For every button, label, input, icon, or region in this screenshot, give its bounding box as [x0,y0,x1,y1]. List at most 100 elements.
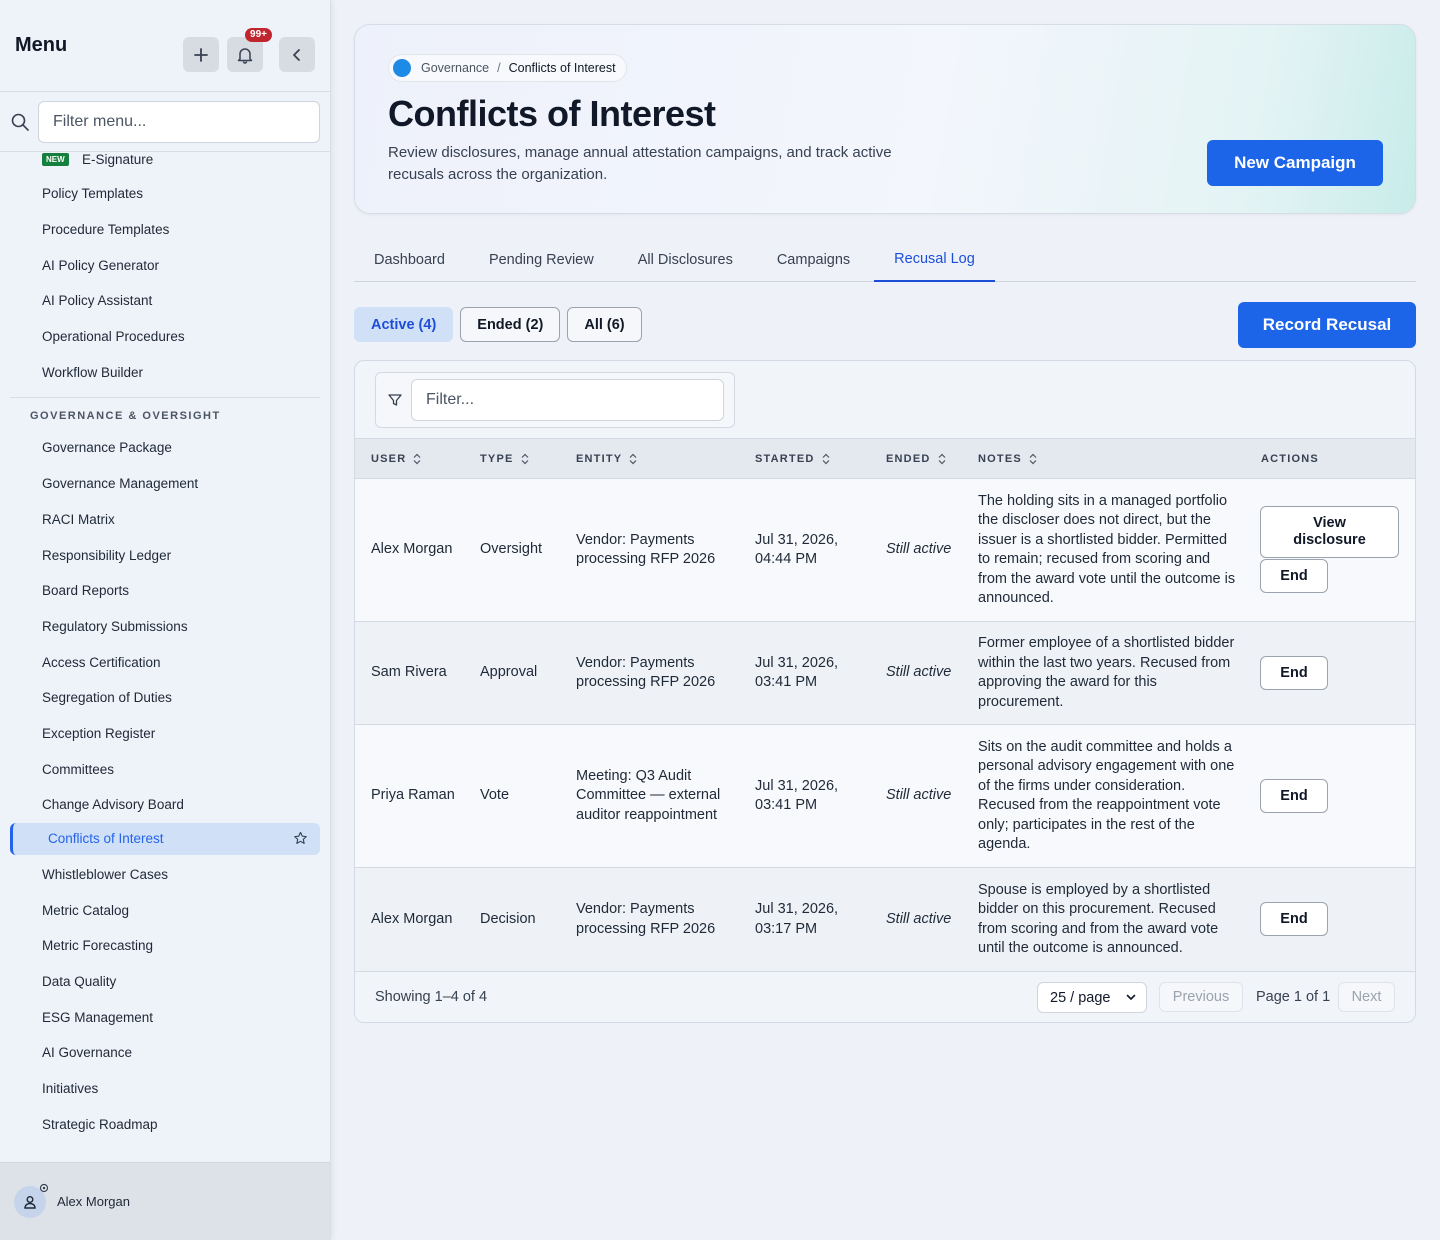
sidebar-item-label: Regulatory Submissions [42,618,188,634]
sidebar-item-label: RACI Matrix [42,511,115,527]
sidebar-item-e-signature[interactable]: NEW E-Signature [0,152,330,167]
page-size-select[interactable]: 25 / page [1037,982,1147,1013]
sidebar-item-label: AI Policy Assistant [42,293,153,309]
sidebar-item-exception-register[interactable]: Exception Register [0,716,330,752]
previous-page-button[interactable]: Previous [1159,982,1243,1012]
sidebar-item-regulatory-submissions[interactable]: Regulatory Submissions [0,609,330,645]
breadcrumb-current: Conflicts of Interest [508,61,616,75]
tab-all-disclosures[interactable]: All Disclosures [637,252,733,268]
cell-notes: Sits on the audit committee and holds a … [978,738,1235,853]
sidebar-item-operational-procedures[interactable]: Operational Procedures [0,319,330,355]
sidebar-item-ai-policy-assistant[interactable]: AI Policy Assistant [0,283,330,319]
sidebar-item-procedure-templates[interactable]: Procedure Templates [0,212,330,248]
filter-menu-input[interactable] [38,100,320,143]
filter-ended-button[interactable]: Ended (2) [460,307,561,342]
sidebar-footer: Alex Morgan [0,1162,330,1240]
column-header-type[interactable]: TYPE [480,439,530,479]
column-header-user[interactable]: USER [371,439,422,479]
sidebar-item-data-quality[interactable]: Data Quality [0,964,330,1000]
sidebar-item-label: E-Signature [82,152,154,167]
breadcrumb-link-governance[interactable]: Governance [421,61,490,75]
sidebar-item-whistleblower-cases[interactable]: Whistleblower Cases [0,857,330,893]
column-label: ENDED [886,453,931,465]
column-header-entity[interactable]: ENTITY [576,439,638,479]
sidebar-item-strategic-roadmap[interactable]: Strategic Roadmap [0,1107,330,1143]
notifications-button[interactable]: 99+ [227,28,272,72]
filter-icon [388,394,402,406]
sidebar-item-responsibility-ledger[interactable]: Responsibility Ledger [0,537,330,573]
sidebar-item-metric-forecasting[interactable]: Metric Forecasting [0,928,330,964]
notification-badge: 99+ [245,28,272,42]
user-name: Alex Morgan [57,1194,130,1209]
tab-dashboard[interactable]: Dashboard [374,252,445,268]
sidebar-item-label: Change Advisory Board [42,797,184,813]
cell-ended: Still active [886,664,952,681]
sidebar-item-metric-catalog[interactable]: Metric Catalog [0,892,330,928]
sidebar-item-label: Exception Register [42,725,156,741]
plus-icon [194,47,208,62]
cell-ended: Still active [886,787,952,804]
column-header-started[interactable]: STARTED [755,439,831,479]
sort-icon [413,453,421,465]
sidebar-item-raci-matrix[interactable]: RACI Matrix [0,502,330,538]
table-filter-input[interactable] [411,379,724,421]
sidebar-item-ai-governance[interactable]: AI Governance [0,1035,330,1071]
filter-active-button[interactable]: Active (4) [354,307,454,342]
sidebar-item-governance-management[interactable]: Governance Management [0,466,330,502]
column-header-ended[interactable]: ENDED [886,439,947,479]
record-recusal-button[interactable]: Record Recusal [1238,302,1416,348]
sort-icon [822,453,829,465]
new-badge: NEW [42,153,69,166]
tab-campaigns[interactable]: Campaigns [776,252,851,268]
cell-entity: Vendor: Payments processing RFP 2026 [576,531,716,568]
add-button[interactable] [183,37,219,72]
sidebar-item-label: Board Reports [42,583,130,599]
cell-user: Alex Morgan [371,910,453,927]
end-recusal-button[interactable]: End [1260,779,1328,813]
column-label: USER [371,453,407,465]
tab-pending-review[interactable]: Pending Review [488,252,594,268]
sidebar-item-esg-management[interactable]: ESG Management [0,999,330,1035]
main-content: Governance / Conflicts of Interest Confl… [354,24,1416,1023]
sidebar-search [0,92,330,152]
filter-all-button[interactable]: All (6) [567,307,642,342]
bell-icon [237,47,253,64]
cell-type: Decision [480,910,536,927]
cell-ended: Still active [886,541,952,558]
page-description: Review disclosures, manage annual attest… [388,144,892,183]
status-filter-group: Active (4) Ended (2) All (6) [354,307,642,342]
next-page-button[interactable]: Next [1338,982,1395,1012]
sidebar-item-governance-package[interactable]: Governance Package [0,430,330,466]
collapse-sidebar-button[interactable] [279,37,315,72]
sidebar-item-change-advisory-board[interactable]: Change Advisory Board [0,787,330,823]
sidebar-title: Menu [15,34,68,56]
sidebar-item-policy-templates[interactable]: Policy Templates [0,176,330,212]
sidebar-item-ai-policy-generator[interactable]: AI Policy Generator [0,247,330,283]
sidebar-item-workflow-builder[interactable]: Workflow Builder [0,354,330,390]
column-label: STARTED [755,453,815,465]
end-recusal-button[interactable]: End [1260,559,1328,593]
sidebar-item-segregation-of-duties[interactable]: Segregation of Duties [0,680,330,716]
end-recusal-button[interactable]: End [1260,656,1328,690]
sidebar-item-access-certification[interactable]: Access Certification [0,644,330,680]
sidebar-item-committees[interactable]: Committees [0,751,330,787]
new-campaign-button[interactable]: New Campaign [1207,140,1383,186]
user-icon [24,1195,36,1209]
sidebar-item-board-reports[interactable]: Board Reports [0,573,330,609]
recusal-table: USER TYPE ENTITY STARTED ENDED NOTES ACT… [354,360,1416,1023]
sidebar-item-label: Initiatives [42,1081,99,1097]
star-icon[interactable] [293,831,308,846]
governance-icon [393,59,411,77]
sidebar-item-label: Conflicts of Interest [48,831,164,847]
sidebar-item-label: Access Certification [42,654,161,670]
view-disclosure-button[interactable]: View disclosure [1260,506,1399,558]
end-recusal-button[interactable]: End [1260,902,1328,936]
avatar[interactable] [14,1183,49,1218]
sidebar-item-conflicts-of-interest[interactable]: Conflicts of Interest [10,822,320,855]
tab-recusal-log[interactable]: Recusal Log [874,238,995,282]
sort-icon [938,453,945,465]
sidebar-item-label: Strategic Roadmap [42,1116,158,1132]
sort-icon [1029,453,1037,465]
column-header-notes[interactable]: NOTES [978,439,1038,479]
sidebar-item-initiatives[interactable]: Initiatives [0,1071,330,1107]
